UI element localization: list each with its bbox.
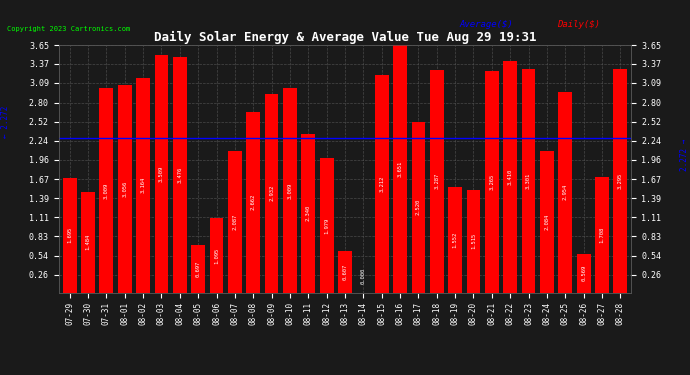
- Text: ← 2.272: ← 2.272: [1, 106, 10, 138]
- Text: 3.265: 3.265: [489, 174, 494, 190]
- Text: Copyright 2023 Cartronics.com: Copyright 2023 Cartronics.com: [7, 26, 130, 32]
- Bar: [485, 71, 499, 292]
- Bar: [136, 78, 150, 292]
- Bar: [540, 151, 554, 292]
- Bar: [283, 88, 297, 292]
- Text: 2.084: 2.084: [544, 214, 549, 230]
- Bar: [338, 251, 352, 292]
- Text: Average($): Average($): [460, 20, 513, 29]
- Text: 2.272 →: 2.272 →: [680, 138, 689, 171]
- Text: 2.932: 2.932: [269, 185, 274, 201]
- Bar: [63, 178, 77, 292]
- Bar: [613, 69, 627, 292]
- Bar: [595, 177, 609, 292]
- Bar: [375, 75, 388, 292]
- Bar: [118, 85, 132, 292]
- Text: 3.295: 3.295: [618, 172, 623, 189]
- Text: 2.662: 2.662: [250, 194, 256, 210]
- Text: 1.979: 1.979: [324, 217, 329, 234]
- Bar: [99, 88, 113, 292]
- Text: 3.476: 3.476: [177, 166, 182, 183]
- Text: 1.515: 1.515: [471, 233, 476, 249]
- Text: 2.954: 2.954: [563, 184, 568, 201]
- Text: 3.410: 3.410: [508, 169, 513, 185]
- Bar: [246, 112, 260, 292]
- Text: 1.484: 1.484: [86, 234, 90, 250]
- Text: 3.287: 3.287: [434, 173, 440, 189]
- Text: 1.708: 1.708: [600, 226, 604, 243]
- Bar: [155, 54, 168, 292]
- Text: 0.569: 0.569: [581, 265, 586, 281]
- Bar: [173, 57, 187, 292]
- Bar: [210, 218, 224, 292]
- Text: 1.095: 1.095: [214, 247, 219, 264]
- Bar: [228, 151, 242, 292]
- Text: 2.340: 2.340: [306, 205, 310, 221]
- Bar: [319, 158, 333, 292]
- Text: 0.607: 0.607: [342, 264, 348, 280]
- Bar: [503, 61, 517, 292]
- Bar: [265, 94, 279, 292]
- Title: Daily Solar Energy & Average Value Tue Aug 29 19:31: Daily Solar Energy & Average Value Tue A…: [154, 31, 536, 44]
- Bar: [302, 134, 315, 292]
- Text: 3.509: 3.509: [159, 165, 164, 182]
- Bar: [191, 245, 205, 292]
- Text: 3.212: 3.212: [380, 176, 384, 192]
- Bar: [393, 45, 407, 292]
- Text: 0.000: 0.000: [361, 267, 366, 284]
- Bar: [466, 190, 480, 292]
- Text: Daily($): Daily($): [557, 20, 600, 29]
- Text: 1.695: 1.695: [67, 227, 72, 243]
- Text: 3.009: 3.009: [288, 182, 293, 199]
- Text: 3.009: 3.009: [104, 182, 109, 199]
- Bar: [81, 192, 95, 292]
- Bar: [522, 69, 535, 292]
- Text: 1.552: 1.552: [453, 232, 457, 248]
- Bar: [558, 92, 572, 292]
- Text: 3.164: 3.164: [141, 177, 146, 194]
- Bar: [430, 70, 444, 292]
- Bar: [411, 122, 425, 292]
- Text: 2.087: 2.087: [233, 214, 237, 230]
- Text: 0.697: 0.697: [196, 261, 201, 277]
- Text: 3.651: 3.651: [397, 160, 402, 177]
- Bar: [448, 187, 462, 292]
- Text: 3.056: 3.056: [122, 181, 127, 197]
- Bar: [577, 254, 591, 292]
- Text: 3.301: 3.301: [526, 172, 531, 189]
- Text: 2.520: 2.520: [416, 199, 421, 215]
